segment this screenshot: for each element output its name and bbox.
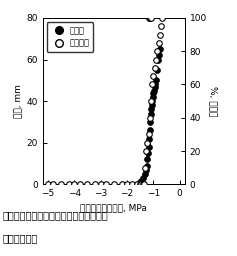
Point: [146, 151, 150, 155]
Point: [150, 103, 154, 107]
Point: [147, 132, 150, 136]
Point: [149, 99, 153, 103]
Point: [140, 179, 143, 183]
Point: [155, 78, 158, 82]
Point: [146, 157, 149, 161]
Point: [78, 182, 82, 186]
Point: [149, 16, 153, 20]
Point: [149, 108, 153, 112]
Text: 図１　ダイズ種子の水分ポテンシャルと: 図１ ダイズ種子の水分ポテンシャルと: [2, 210, 108, 220]
Point: [148, 116, 151, 120]
Point: [151, 91, 155, 95]
Point: [142, 182, 146, 186]
Point: [154, 82, 157, 87]
X-axis label: 水分ポテンシャル, MPa: 水分ポテンシャル, MPa: [80, 204, 147, 213]
Point: [148, 120, 152, 124]
Point: [141, 176, 145, 180]
Point: [86, 182, 89, 186]
Point: [151, 74, 155, 78]
Point: [149, 112, 153, 116]
Point: [143, 172, 147, 176]
Point: [146, 141, 149, 145]
Point: [72, 182, 76, 186]
Point: [155, 49, 159, 53]
Point: [130, 182, 134, 186]
Text: 発芽との関係: 発芽との関係: [2, 233, 38, 243]
Legend: ：根長, ：発芽率: ：根長, ：発芽率: [47, 22, 93, 52]
Point: [46, 182, 50, 186]
Point: [137, 181, 141, 185]
Point: [141, 182, 145, 186]
Point: [147, 145, 150, 149]
Point: [148, 128, 151, 132]
Point: [161, 16, 164, 20]
Point: [157, 41, 160, 45]
Point: [150, 99, 154, 103]
Point: [67, 182, 71, 186]
Point: [153, 84, 156, 89]
Point: [159, 24, 163, 28]
Point: [152, 89, 156, 93]
Point: [120, 182, 123, 186]
Point: [93, 182, 97, 186]
Point: [136, 182, 139, 186]
Point: [147, 136, 151, 141]
Point: [99, 182, 102, 186]
Point: [125, 182, 129, 186]
Point: [153, 66, 156, 70]
Point: [154, 57, 158, 61]
Point: [151, 95, 155, 99]
Y-axis label: %, 発芽率: %, 発芽率: [209, 86, 218, 116]
Point: [140, 182, 143, 186]
Point: [147, 16, 151, 20]
Point: [104, 182, 108, 186]
Point: [138, 182, 142, 186]
Point: [156, 57, 160, 61]
Point: [158, 33, 162, 37]
Y-axis label: 根長, mm: 根長, mm: [14, 84, 23, 118]
Point: [148, 16, 152, 20]
Point: [155, 68, 159, 72]
Point: [144, 168, 148, 172]
Point: [51, 182, 55, 186]
Point: [158, 47, 162, 51]
Point: [145, 164, 149, 168]
Point: [157, 53, 161, 57]
Point: [143, 166, 147, 170]
Point: [59, 182, 63, 186]
Point: [144, 149, 148, 153]
Point: [112, 182, 116, 186]
Point: [150, 82, 154, 87]
